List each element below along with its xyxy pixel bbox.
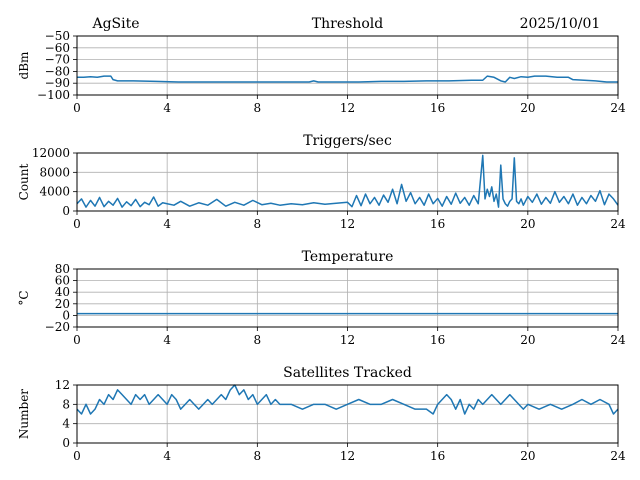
temperature-ytick-label: 20	[55, 297, 70, 311]
threshold-xtick-label: 20	[520, 101, 535, 115]
satellites-xtick-label: 20	[520, 449, 535, 463]
threshold-xtick-label: 12	[340, 101, 355, 115]
threshold-ytick-label: −100	[37, 88, 70, 102]
satellites-panel: 0 4 8 12 16 20 24 0 4 8 12 Satellites Tracked Number	[17, 365, 626, 463]
satellites-xtick-label: 8	[254, 449, 262, 463]
satellites-ytick-label: 8	[62, 397, 70, 411]
triggers-ylabel: Count	[17, 163, 31, 200]
triggers-xtick-label: 8	[254, 217, 262, 231]
temperature-xtick-label: 16	[430, 333, 445, 347]
satellites-xtick-label: 12	[340, 449, 355, 463]
satellites-xtick-label: 4	[163, 449, 171, 463]
temperature-ytick-label: 60	[55, 274, 70, 288]
triggers-xtick-label: 12	[340, 217, 355, 231]
satellites-ytick-label: 0	[62, 436, 70, 450]
triggers-xtick-label: 16	[430, 217, 445, 231]
satellites-title: Satellites Tracked	[283, 365, 412, 381]
temperature-xtick-label: 4	[163, 333, 171, 347]
temperature-ytick-label: 0	[62, 308, 70, 322]
temperature-ytick-label: 80	[55, 262, 70, 276]
triggers-ytick-label: 0	[62, 204, 70, 218]
triggers-xtick-label: 20	[520, 217, 535, 231]
threshold-xtick-label: 24	[610, 101, 626, 115]
threshold-series-line	[77, 75, 618, 83]
temperature-title: Temperature	[302, 249, 394, 265]
triggers-ytick-label: 12000	[32, 146, 70, 160]
temperature-ylabel: °C	[17, 290, 31, 305]
satellites-xtick-label: 0	[73, 449, 81, 463]
threshold-ytick-label: −80	[45, 64, 70, 78]
threshold-panel: 0 4 8 12 16 20 24 −100−90−80−70−60−50 Threshold d…	[17, 16, 626, 115]
satellites-ylabel: Number	[17, 389, 31, 439]
temperature-ytick-label: 40	[55, 285, 70, 299]
site-label: AgSite	[91, 16, 139, 32]
threshold-xtick-label: 16	[430, 101, 445, 115]
satellites-ytick-label: 12	[55, 378, 70, 392]
satellites-series-line	[76, 384, 619, 415]
satellites-ytick-label: 4	[62, 417, 70, 431]
satellites-xtick-label: 16	[430, 449, 445, 463]
triggers-panel: 0 4 8 12 16 20 24 0 4000 8000 12000 Triggers/sec Cou…	[17, 133, 626, 231]
threshold-ytick-label: −70	[45, 53, 70, 67]
threshold-xtick-label: 4	[163, 101, 171, 115]
threshold-ylabel: dBm	[17, 51, 31, 80]
threshold-xtick-label: 8	[254, 101, 262, 115]
temperature-xtick-label: 24	[610, 333, 626, 347]
temperature-xtick-label: 0	[73, 333, 81, 347]
triggers-ytick-label: 4000	[39, 185, 70, 199]
threshold-title: Threshold	[312, 16, 383, 32]
temperature-ytick-label: −20	[45, 320, 70, 334]
triggers-xtick-label: 24	[610, 217, 626, 231]
threshold-ytick-label: −60	[45, 41, 70, 55]
threshold-ytick-label: −90	[45, 76, 70, 90]
threshold-xtick-label: 0	[73, 101, 81, 115]
temperature-xtick-label: 12	[340, 333, 355, 347]
temperature-xtick-label: 8	[254, 333, 262, 347]
triggers-title: Triggers/sec	[303, 133, 392, 149]
triggers-ytick-label: 8000	[39, 165, 70, 179]
date-label: 2025/10/01	[520, 16, 601, 32]
satellites-xtick-label: 24	[610, 449, 626, 463]
triggers-xtick-label: 4	[163, 217, 171, 231]
triggers-series-line	[76, 154, 619, 208]
temperature-xtick-label: 20	[520, 333, 535, 347]
triggers-xtick-label: 0	[73, 217, 81, 231]
threshold-ytick-label: −50	[45, 29, 70, 43]
